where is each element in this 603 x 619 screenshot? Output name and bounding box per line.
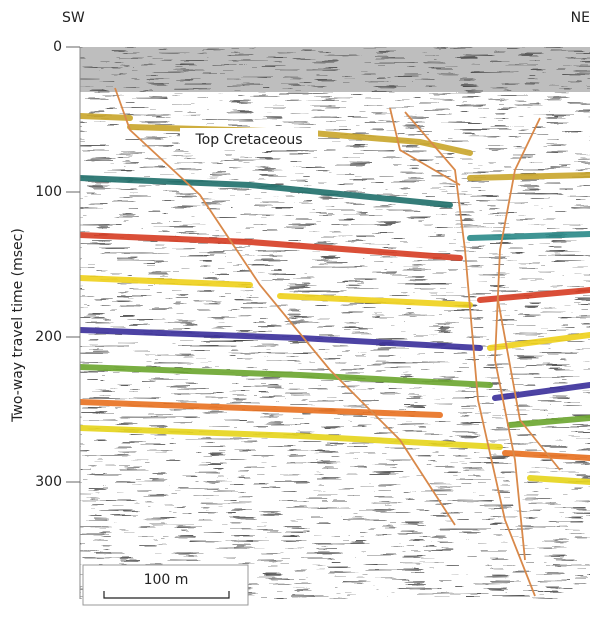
seismic-section <box>80 47 590 599</box>
direction-right: NE <box>571 10 590 26</box>
annotation-box <box>180 128 318 150</box>
y-tick-label: 100 <box>35 184 62 200</box>
y-tick-label: 200 <box>35 329 62 345</box>
scale-bar-label: 100 m <box>144 572 189 588</box>
y-tick-label: 0 <box>53 39 62 55</box>
y-tick-label: 300 <box>35 474 62 490</box>
annotation: Top Cretaceous <box>194 132 302 148</box>
scale-bar <box>103 591 230 599</box>
axis-label: Two-way travel time (msec) <box>10 228 26 423</box>
direction-left: SW <box>62 10 85 26</box>
